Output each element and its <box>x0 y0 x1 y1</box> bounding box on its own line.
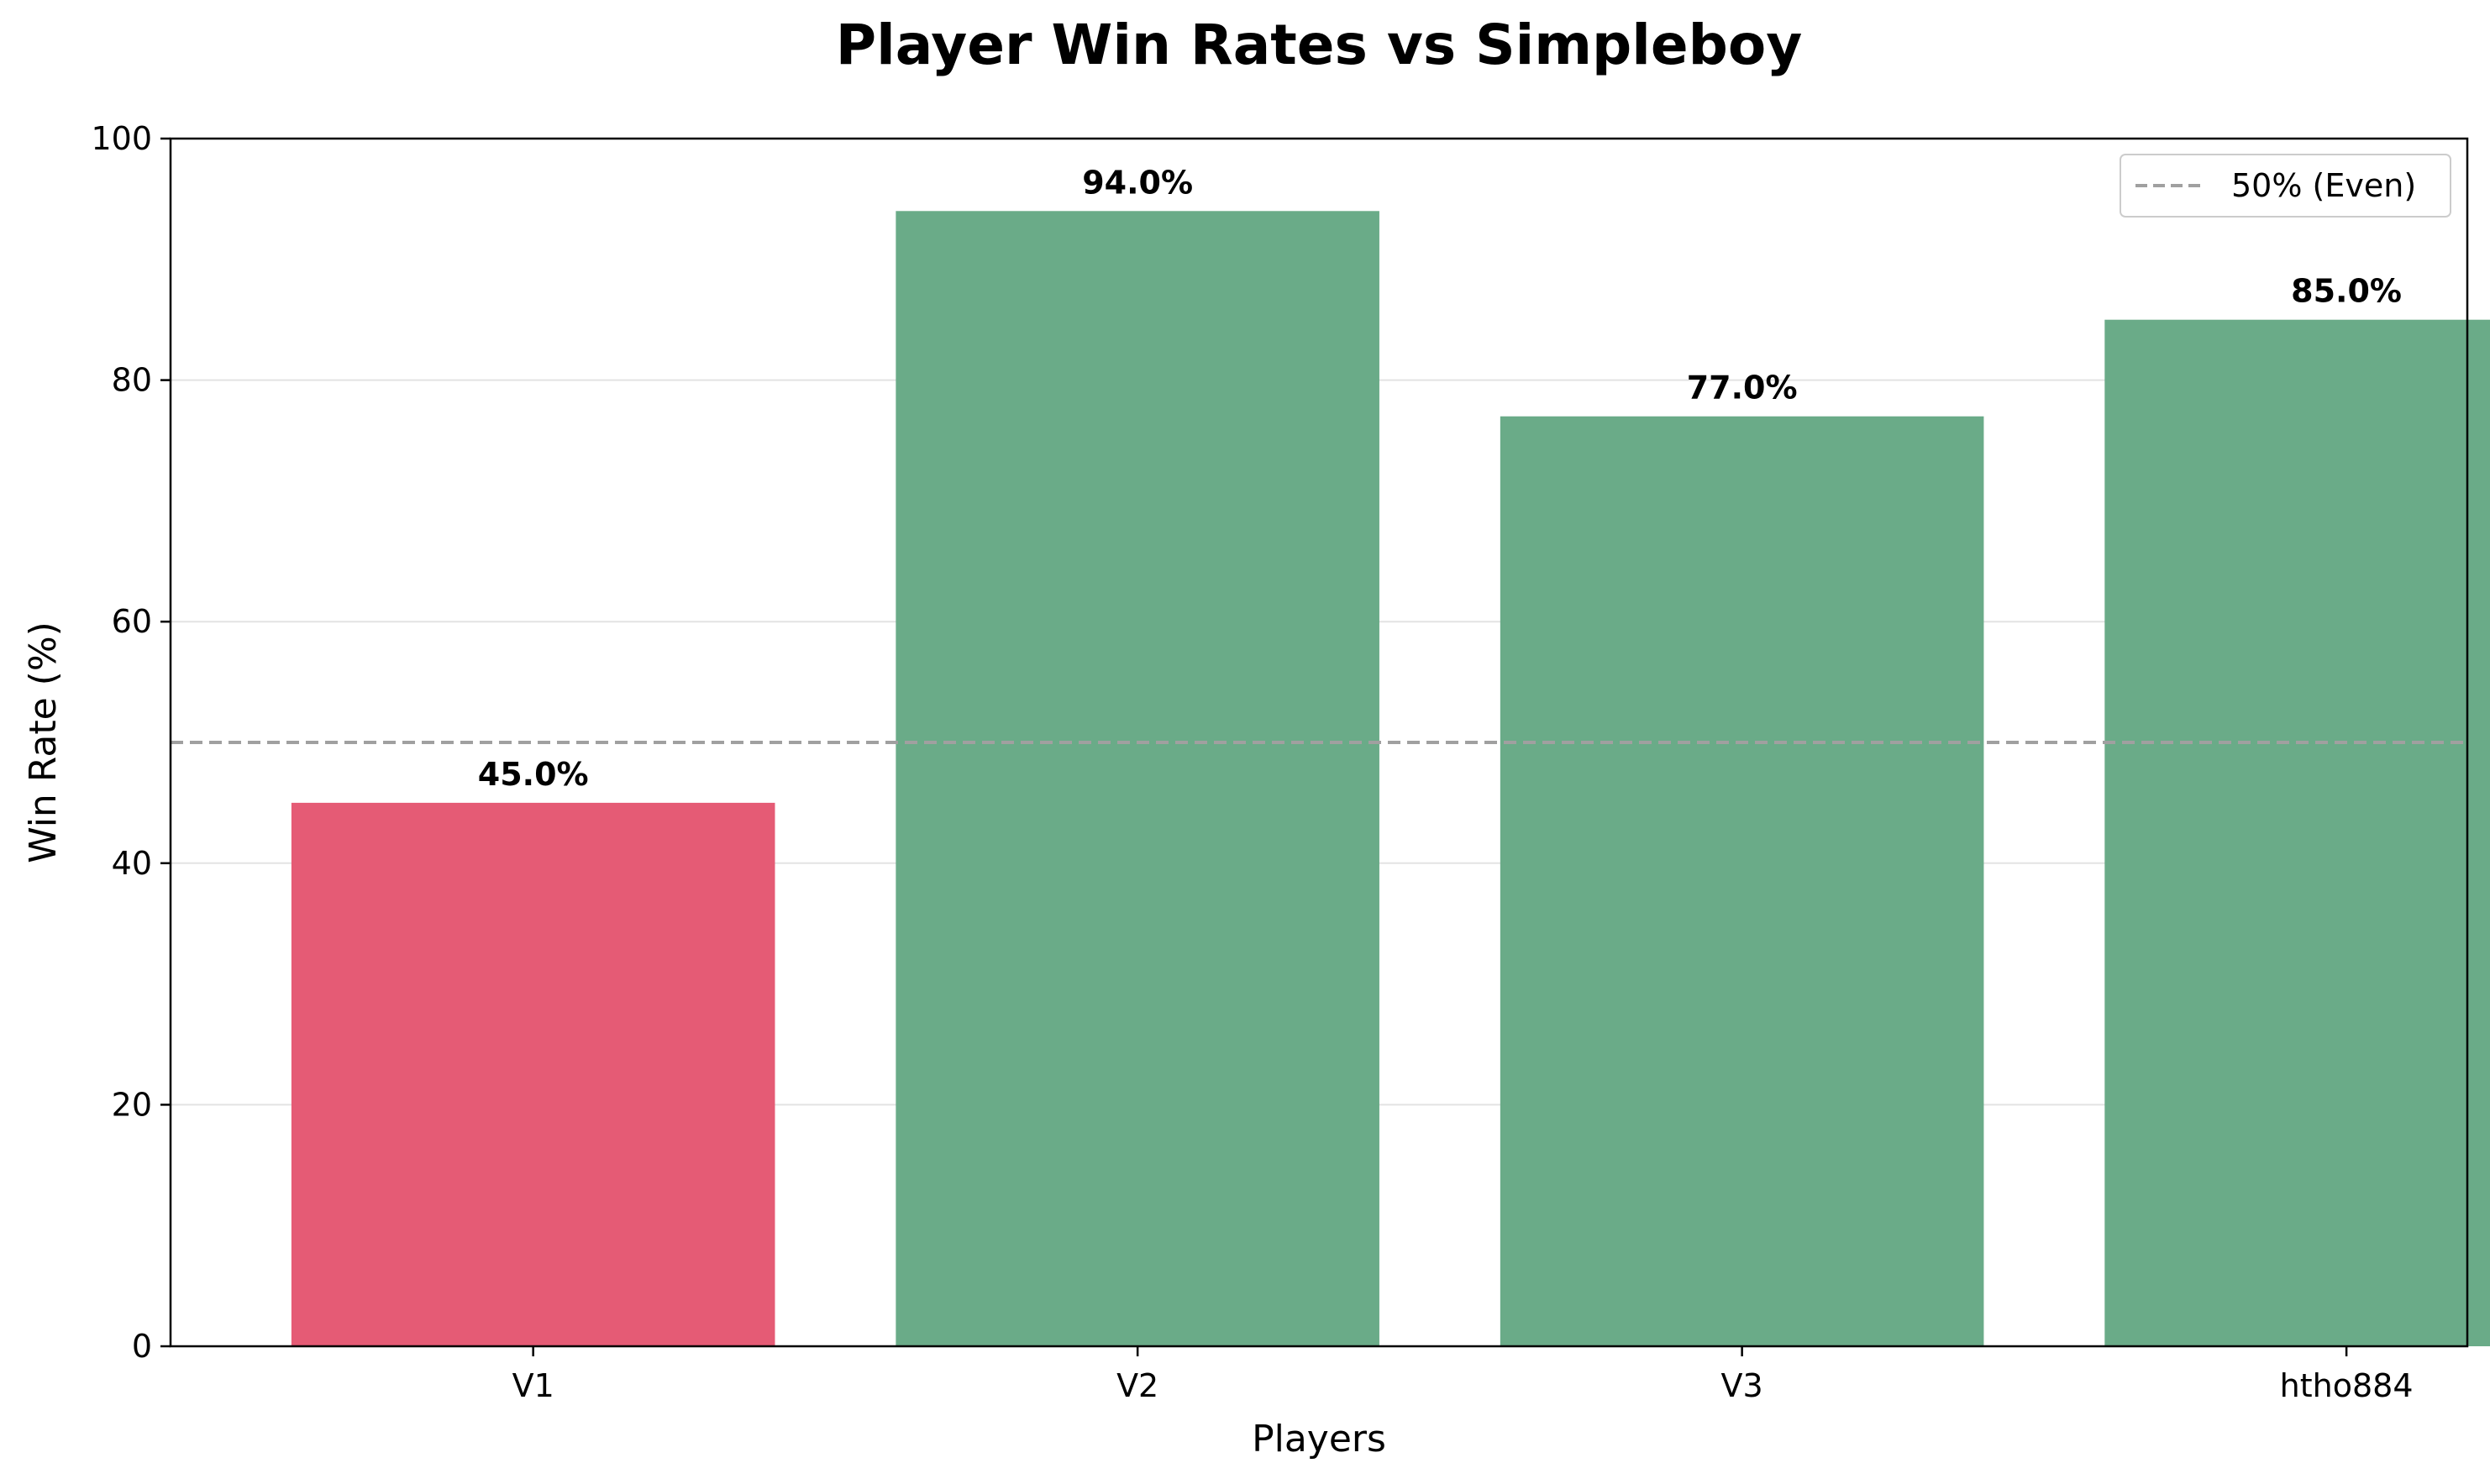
data-label-V1: 45.0% <box>478 756 589 793</box>
y-tick-label: 100 <box>91 120 152 157</box>
bar-V2 <box>896 211 1379 1346</box>
bars-layer <box>291 211 2490 1347</box>
legend-label-even: 50% (Even) <box>2231 167 2416 204</box>
x-axis-label: Players <box>1252 1418 1386 1460</box>
x-axis: V1 V2 V3 htho884 <box>512 1346 2414 1404</box>
y-axis-label: Win Rate (%) <box>22 621 65 863</box>
y-axis: 0 20 40 60 80 100 <box>91 120 171 1365</box>
data-label-V3: 77.0% <box>1687 370 1798 406</box>
legend: 50% (Even) <box>2120 154 2451 218</box>
y-tick-label: 0 <box>132 1328 152 1365</box>
plot-frame <box>169 137 2469 1348</box>
legend-box <box>2120 154 2451 218</box>
x-tick-label: V1 <box>512 1367 554 1404</box>
x-tick-label: V2 <box>1116 1367 1158 1404</box>
bar-V3 <box>1500 416 1984 1346</box>
x-tick-label: htho884 <box>2280 1367 2414 1404</box>
y-tick-label: 20 <box>112 1086 152 1123</box>
y-tick-label: 60 <box>112 603 152 640</box>
y-tick-label: 80 <box>112 362 152 399</box>
data-label-htho884: 85.0% <box>2291 273 2402 310</box>
y-tick-label: 40 <box>112 845 152 882</box>
bar-V1 <box>291 802 775 1346</box>
chart-title: Player Win Rates vs Simpleboy <box>836 13 1803 77</box>
x-tick-label: V3 <box>1721 1367 1763 1404</box>
bar-htho884 <box>2104 319 2490 1347</box>
data-label-V2: 94.0% <box>1082 164 1193 201</box>
data-labels-layer: 45.0% 94.0% 77.0% 85.0% <box>478 164 2402 793</box>
